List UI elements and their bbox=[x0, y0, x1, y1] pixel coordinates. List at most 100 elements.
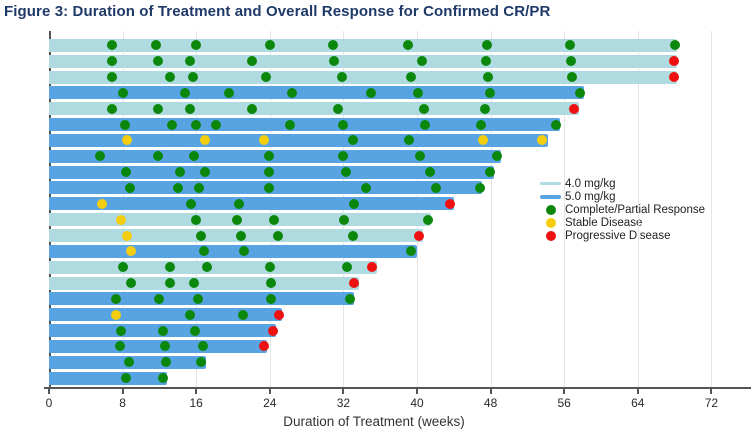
response-marker bbox=[120, 119, 131, 130]
response-marker bbox=[159, 341, 170, 352]
legend-label: Stable Disease bbox=[565, 217, 643, 230]
response-marker bbox=[431, 182, 442, 193]
response-marker bbox=[189, 278, 200, 289]
response-marker bbox=[476, 119, 487, 130]
response-marker bbox=[111, 293, 122, 304]
axis-tick bbox=[195, 389, 198, 394]
legend-item: 4.0 mg/kg bbox=[540, 177, 705, 190]
legend-label: 5.0 mg/kg bbox=[565, 190, 616, 203]
response-marker bbox=[403, 135, 414, 146]
response-marker bbox=[338, 151, 349, 162]
treatment-bar bbox=[49, 133, 548, 147]
axis-tick-label: 0 bbox=[45, 396, 53, 410]
response-marker bbox=[158, 325, 169, 336]
legend-label: 4.0 mg/kg bbox=[565, 177, 616, 190]
response-marker bbox=[341, 167, 352, 178]
axis-tick-label: 64 bbox=[631, 396, 645, 410]
response-marker bbox=[197, 341, 208, 352]
response-marker bbox=[273, 230, 284, 241]
gridline bbox=[490, 31, 492, 387]
response-marker bbox=[239, 246, 250, 257]
response-marker bbox=[261, 72, 272, 82]
axis-tick-label: 16 bbox=[189, 396, 203, 410]
response-marker bbox=[164, 72, 175, 82]
response-marker bbox=[259, 341, 270, 352]
response-marker bbox=[424, 167, 435, 178]
response-marker bbox=[550, 119, 561, 130]
response-marker bbox=[200, 167, 211, 178]
response-marker bbox=[191, 214, 202, 225]
response-marker bbox=[115, 214, 126, 225]
response-marker bbox=[191, 119, 202, 130]
response-marker bbox=[413, 230, 424, 241]
treatment-bar bbox=[49, 149, 501, 163]
response-marker bbox=[480, 103, 491, 114]
response-marker bbox=[124, 357, 135, 368]
response-marker bbox=[231, 214, 242, 225]
legend-line-swatch bbox=[540, 195, 561, 199]
gridline bbox=[711, 31, 713, 387]
response-marker bbox=[269, 214, 280, 225]
response-marker bbox=[152, 56, 163, 67]
response-marker bbox=[285, 119, 296, 130]
response-marker bbox=[185, 198, 196, 209]
response-marker bbox=[125, 246, 136, 257]
response-marker bbox=[414, 151, 425, 162]
response-marker bbox=[537, 135, 548, 146]
treatment-bar bbox=[49, 244, 417, 258]
axis-tick-label: 24 bbox=[263, 396, 277, 410]
response-marker bbox=[160, 357, 171, 368]
response-marker bbox=[412, 87, 423, 98]
treatment-bar bbox=[49, 86, 585, 100]
response-marker bbox=[187, 72, 198, 82]
response-marker bbox=[152, 103, 163, 114]
legend-label: Progressive Disease bbox=[565, 230, 671, 243]
response-marker bbox=[189, 151, 200, 162]
treatment-bar bbox=[49, 118, 560, 132]
axis-tick bbox=[636, 389, 639, 394]
legend-dot-swatch bbox=[546, 218, 556, 229]
response-marker bbox=[106, 56, 117, 67]
response-marker bbox=[122, 230, 133, 241]
x-axis-title: Duration of Treatment (weeks) bbox=[283, 414, 465, 429]
response-marker bbox=[191, 40, 202, 51]
response-marker bbox=[158, 373, 169, 384]
axis-tick bbox=[563, 389, 566, 394]
axis-tick-label: 72 bbox=[704, 396, 719, 410]
response-marker bbox=[478, 135, 489, 146]
response-marker bbox=[406, 72, 417, 82]
treatment-bar bbox=[49, 260, 377, 274]
treatment-bar bbox=[49, 38, 678, 52]
response-marker bbox=[265, 278, 276, 289]
response-marker bbox=[184, 103, 195, 114]
axis-tick-label: 32 bbox=[336, 396, 351, 410]
response-marker bbox=[274, 309, 284, 320]
response-marker bbox=[264, 262, 275, 273]
treatment-bar bbox=[49, 308, 282, 322]
response-marker bbox=[332, 103, 343, 114]
response-marker bbox=[122, 135, 133, 146]
response-marker bbox=[190, 325, 201, 336]
response-marker bbox=[419, 103, 430, 114]
response-marker bbox=[114, 341, 125, 352]
response-marker bbox=[482, 72, 493, 82]
response-marker bbox=[481, 40, 492, 51]
axis-tick bbox=[342, 389, 345, 394]
response-marker bbox=[184, 56, 195, 67]
legend-item: Stable Disease bbox=[540, 217, 705, 230]
response-marker bbox=[193, 182, 204, 193]
response-marker bbox=[164, 262, 175, 273]
legend-item: Complete/Partial Response bbox=[540, 203, 705, 216]
response-marker bbox=[199, 246, 210, 257]
response-marker bbox=[121, 167, 132, 178]
response-marker bbox=[574, 87, 585, 98]
axis-tick bbox=[48, 389, 50, 394]
response-marker bbox=[247, 56, 258, 67]
response-marker bbox=[180, 87, 191, 98]
response-marker bbox=[210, 119, 221, 130]
legend-item: 5.0 mg/kg bbox=[540, 190, 705, 203]
response-marker bbox=[111, 309, 122, 320]
response-marker bbox=[184, 309, 195, 320]
response-marker bbox=[337, 72, 348, 82]
response-marker bbox=[233, 198, 244, 209]
